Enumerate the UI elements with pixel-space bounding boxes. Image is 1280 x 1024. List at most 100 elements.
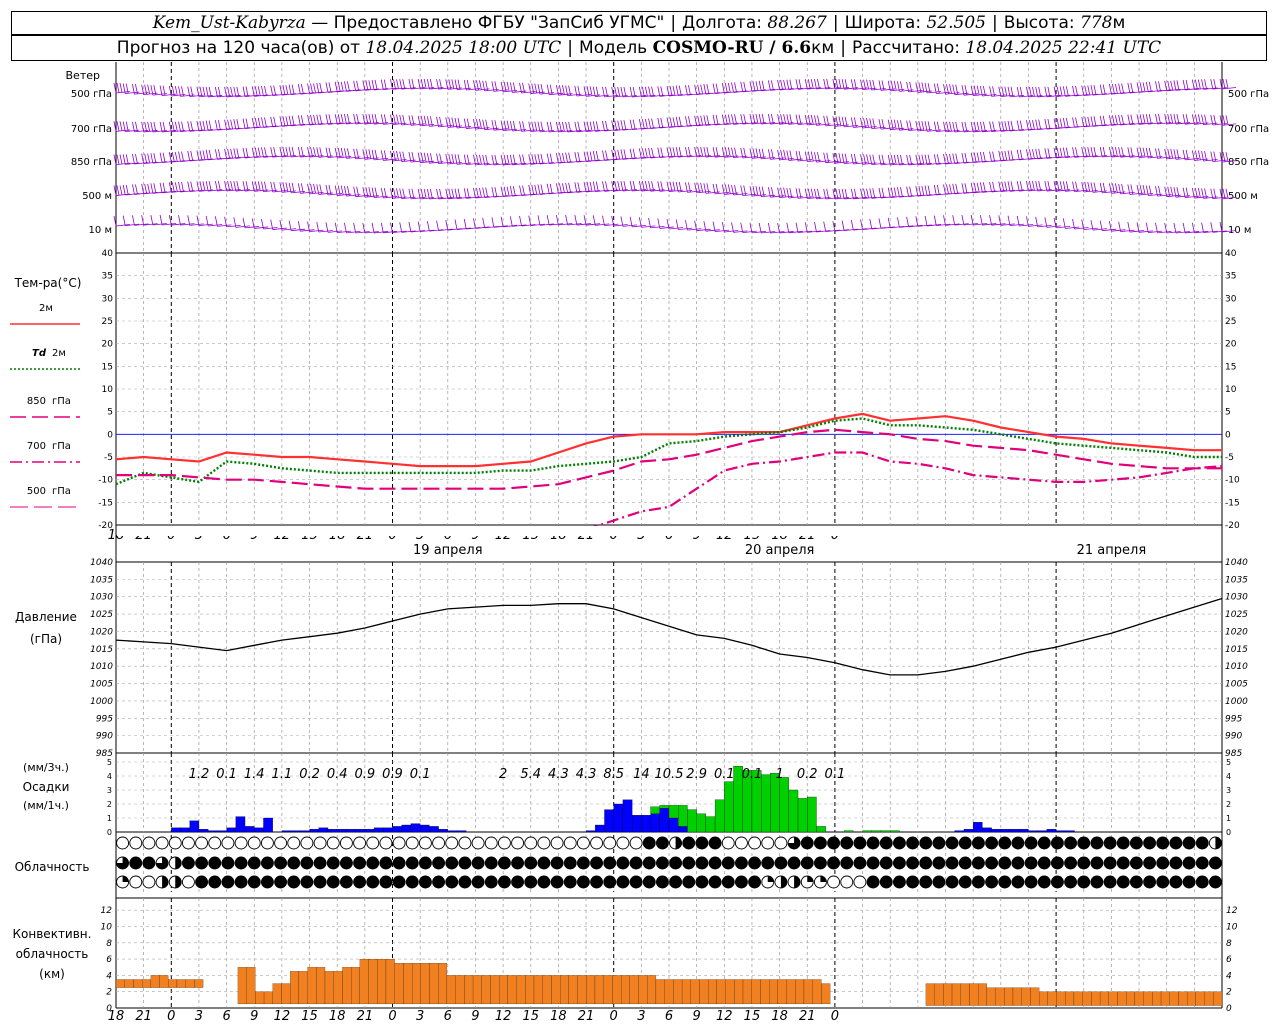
cloud-symbol-icon — [550, 875, 564, 889]
wind-barb-icon — [454, 219, 472, 230]
wind-barb-icon — [777, 79, 794, 91]
precip-rain-bar — [963, 829, 974, 833]
pressure-y-tick-right: 985 — [1225, 749, 1242, 759]
cloud-symbol-icon — [642, 836, 656, 850]
conv-cloud-bar — [1187, 991, 1196, 1006]
wind-barb-icon — [703, 115, 720, 126]
wind-barb-icon — [325, 222, 343, 233]
cloud-symbol-icon — [1090, 875, 1104, 889]
wind-barb-icon — [1044, 217, 1061, 228]
wind-barb-icon — [979, 214, 997, 226]
conv-cloud-bar — [568, 975, 578, 1005]
pressure-title: Давление — [15, 610, 77, 624]
wind-barb-icon — [482, 187, 499, 199]
wind-barb-icon — [657, 218, 674, 229]
precip-title: Осадки — [23, 780, 70, 794]
wind-barb-icon — [592, 150, 610, 162]
conv-cloud-bar — [1082, 991, 1092, 1006]
conv-time-tick-label: 12 — [274, 1009, 291, 1024]
temp-y-tick-left: 15 — [102, 362, 113, 372]
wind-barb-icon — [251, 218, 269, 229]
wind-barb-icon — [1026, 216, 1043, 227]
cloud-symbol-icon — [458, 856, 472, 870]
wind-barb-icon — [141, 153, 158, 165]
conv-y-tick-left: 0 — [106, 1004, 112, 1014]
cloud-symbol-icon — [366, 856, 380, 870]
conv-cloud-bar — [708, 979, 717, 1005]
wind-barb-icon — [371, 222, 389, 234]
precip-3h-total: 10.5 — [655, 767, 684, 782]
precip-3h-total: 4.3 — [548, 767, 569, 782]
wind-barb-icon — [251, 86, 269, 97]
wind-barb-icon — [777, 222, 794, 234]
cloud-symbol-icon — [655, 836, 669, 850]
pressure-y-tick-right: 1030 — [1225, 593, 1248, 603]
pressure-y-tick-left: 990 — [96, 732, 113, 742]
conv-cloud-bar — [429, 963, 439, 1005]
wind-barb-icon — [1219, 188, 1237, 200]
cloud-fraction-icon — [156, 857, 169, 870]
wind-barb-icon — [445, 153, 462, 165]
precip-rain-bar — [447, 830, 458, 833]
precip-rain-bar — [650, 813, 660, 833]
cloud-symbol-icon — [840, 836, 854, 850]
cloud-symbol-icon — [116, 836, 130, 850]
cloud-symbol-icon — [287, 856, 301, 870]
cloud-symbol-icon — [405, 856, 419, 870]
wind-barb-icon — [860, 219, 877, 230]
wind-barb-icon — [611, 86, 628, 98]
pressure-y-tick-left: 1005 — [90, 680, 113, 690]
cloud-symbol-icon — [287, 875, 301, 889]
temp-y-tick-right: 0 — [1225, 430, 1231, 440]
precip-conv-bar — [659, 805, 670, 809]
conv-cloud-bar — [490, 975, 500, 1005]
wind-barb-icon — [1118, 114, 1135, 126]
cloud-symbol-icon — [669, 875, 683, 889]
cloud-symbol-icon — [1208, 856, 1222, 870]
conv-cloud-bar — [612, 975, 622, 1005]
cloud-symbol-icon — [616, 856, 630, 870]
conv-unit: (км) — [39, 967, 65, 981]
cloud-symbol-icon — [445, 875, 459, 889]
pressure-y-tick-left: 1000 — [90, 697, 113, 707]
conv-cloud-bar — [1039, 991, 1048, 1006]
wind-level-label-left: 500 гПа — [71, 89, 112, 100]
wind-barb-icon — [426, 221, 444, 232]
precip-rain-bar — [954, 830, 965, 833]
cloud-symbol-icon — [906, 875, 920, 889]
wind-barb-icon — [804, 222, 822, 233]
wind-barb-icon — [1053, 217, 1071, 229]
wind-barb-icon — [509, 186, 527, 197]
lon-value: 88.267 — [767, 13, 827, 33]
wind-barb-icon — [214, 149, 232, 160]
wind-barb-icon — [786, 79, 803, 91]
precip-3h-total: 14 — [633, 767, 650, 782]
cloud-symbol-icon — [1090, 856, 1104, 870]
precip-conv-bar — [678, 805, 688, 827]
temp-y-tick-right: -10 — [1225, 476, 1240, 486]
precip-3h-total: 0.2 — [797, 767, 818, 782]
wind-barb-icon — [325, 82, 343, 93]
wind-barb-icon — [1127, 82, 1144, 94]
day-label: 20 апреля — [745, 543, 815, 558]
cloud-symbol-icon — [208, 875, 222, 889]
precip-3h-total: 2 — [499, 767, 507, 782]
wind-barb-icon — [952, 153, 969, 164]
conv-time-tick-label: 9 — [250, 1009, 258, 1024]
wind-barb-icon — [694, 115, 711, 127]
wind-barb-icon — [1016, 215, 1034, 227]
conv-cloud-bar — [124, 979, 134, 988]
conv-cloud-bar — [1195, 991, 1205, 1006]
conv-cloud-bar — [690, 979, 700, 1005]
wind-barb-icon — [648, 217, 665, 229]
temp-y-tick-left: -20 — [98, 521, 113, 531]
cloud-symbol-icon — [827, 836, 841, 850]
wind-barb-icon — [178, 151, 195, 162]
wind-barb-icon — [675, 85, 693, 97]
cloud-symbol-icon — [1143, 836, 1157, 850]
wind-level-label-right: 500 гПа — [1228, 89, 1269, 100]
wind-barb-icon — [168, 182, 186, 193]
pressure-y-tick-right: 1040 — [1225, 558, 1248, 568]
cloud-symbol-icon — [1156, 836, 1170, 850]
pressure-y-tick-left: 1035 — [90, 575, 113, 585]
